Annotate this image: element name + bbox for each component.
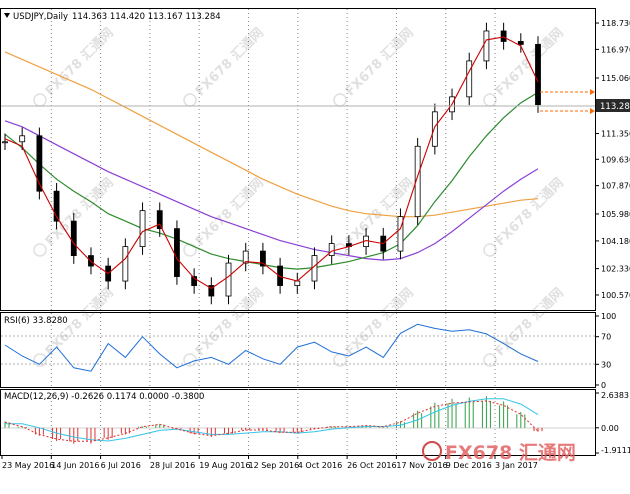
brand-logo: FX678 汇通网 (422, 441, 576, 464)
price-candle-body (36, 135, 43, 192)
ma-green-line-layer (4, 91, 539, 270)
date-tick-label: 12 Sep 2016 (249, 461, 300, 470)
rsi-line (4, 323, 539, 372)
macd-main-line (4, 400, 539, 442)
rsi-axis: 100 70 30 0 (595, 312, 616, 390)
macd-tick-label: -1.9111 (601, 446, 630, 455)
price-tick-label: 116.970 (601, 45, 630, 54)
price-candle-body (19, 135, 26, 143)
ma-green-line (4, 91, 539, 270)
rsi-tick-label: 70 (601, 333, 611, 342)
high-marker-arrow (590, 89, 595, 95)
price-candle-body (277, 265, 283, 286)
symbol-label: USDJPY,Daily (13, 12, 68, 22)
rsi-panel-frame (0, 312, 596, 388)
price-candle-body (500, 30, 507, 42)
price-axis: 118.730 116.970 115.060 111.350 109.630 107.8… (595, 19, 630, 300)
date-tick-label: 26 Oct 2016 (347, 461, 396, 470)
watermark-icon (483, 243, 497, 257)
rsi-line-layer (4, 323, 539, 372)
macd-label: MACD(12,26,9) -0.2626 0.1174 0.0000 -0.3… (4, 392, 204, 402)
price-tick-label: 111.350 (601, 130, 630, 139)
date-tick-label: 23 May 2016 (2, 461, 54, 470)
price-candle-body (208, 285, 215, 297)
macd-signal-line-layer (4, 398, 539, 442)
date-tick-label: 4 Oct 2016 (298, 461, 342, 470)
date-tick-label: 6 Jul 2016 (101, 461, 141, 470)
macd-signal-line (5, 398, 539, 442)
date-tick-label: 19 Aug 2016 (199, 461, 250, 470)
price-tick-label: 118.730 (601, 19, 630, 28)
watermark-icon (333, 353, 347, 367)
price-candle-body (328, 243, 335, 256)
price-candle-body (242, 250, 249, 264)
watermark-icon (333, 93, 347, 107)
price-candle-body (174, 228, 180, 277)
macd-axis: 2.6383 0.00 -1.9111 (595, 391, 630, 455)
low-marker-arrow (590, 108, 595, 114)
ma-fast-line (4, 36, 539, 290)
price-candle-body (397, 216, 404, 252)
price-candle-body (139, 210, 146, 248)
watermark-icon (33, 353, 47, 367)
date-tick-label: 14 Jun 2016 (51, 461, 99, 470)
symbol-dropdown-icon[interactable] (4, 13, 10, 18)
price-tick-label: 102.330 (601, 265, 630, 274)
ma-orange-line (4, 51, 539, 218)
price-candle-body (535, 44, 541, 106)
ma-purple-line (4, 120, 539, 261)
watermark-icon (33, 93, 47, 107)
date-tick-label: 9 Dec 2016 (446, 461, 492, 470)
price-candle-body (156, 210, 163, 230)
brand-logo-icon (422, 441, 442, 461)
watermark-icon (183, 243, 197, 257)
date-tick-label: 3 Jan 2017 (495, 461, 538, 470)
ma-purple-line-layer (4, 120, 539, 261)
price-tick-label: 100.570 (601, 291, 630, 300)
rsi-tick-label: 0 (601, 381, 606, 390)
macd-tick-label: 2.6383 (601, 391, 629, 400)
price-candle-body (260, 250, 266, 267)
ma-orange-line-layer (4, 51, 539, 218)
price-tick-label: 107.870 (601, 182, 630, 191)
price-candle-body (2, 141, 8, 144)
price-tick-label: 109.630 (601, 155, 630, 164)
price-candle-body (483, 30, 490, 62)
watermark-icon (183, 93, 197, 107)
watermark-icon (33, 243, 47, 257)
macd-tick-label: 0.00 (601, 424, 619, 433)
brand-logo-text: FX678 汇通网 (445, 442, 576, 464)
date-tick-label: 28 Jul 2016 (150, 461, 195, 470)
price-candle-body (191, 276, 198, 286)
rsi-tick-label: 30 (601, 360, 611, 369)
price-candle-body (466, 60, 473, 98)
price-tick-label: 115.060 (601, 74, 630, 83)
price-candle-body (414, 145, 421, 218)
ohlc-readout: 114.363 114.420 113.167 113.284 (72, 12, 221, 22)
rsi-tick-label: 100 (601, 312, 616, 321)
price-candle-body (225, 262, 232, 297)
price-candle-body (70, 220, 77, 256)
price-tick-label: 104.180 (601, 237, 630, 246)
date-tick-label: 17 Nov 2016 (396, 461, 447, 470)
price-candle-body (53, 190, 60, 222)
price-candle-body (294, 280, 301, 286)
ma-fast-line-layer (4, 36, 539, 290)
watermark-icon (483, 93, 497, 107)
price-tick-label: 105.980 (601, 210, 630, 219)
price-candle-body (517, 41, 524, 45)
price-candle-body (431, 111, 438, 147)
price-candle-body (122, 246, 129, 282)
last-price-tag-text: 113.284 (600, 102, 630, 112)
rsi-label: RSI(6) 33.8280 (4, 316, 68, 326)
last-price-tag (596, 99, 630, 112)
